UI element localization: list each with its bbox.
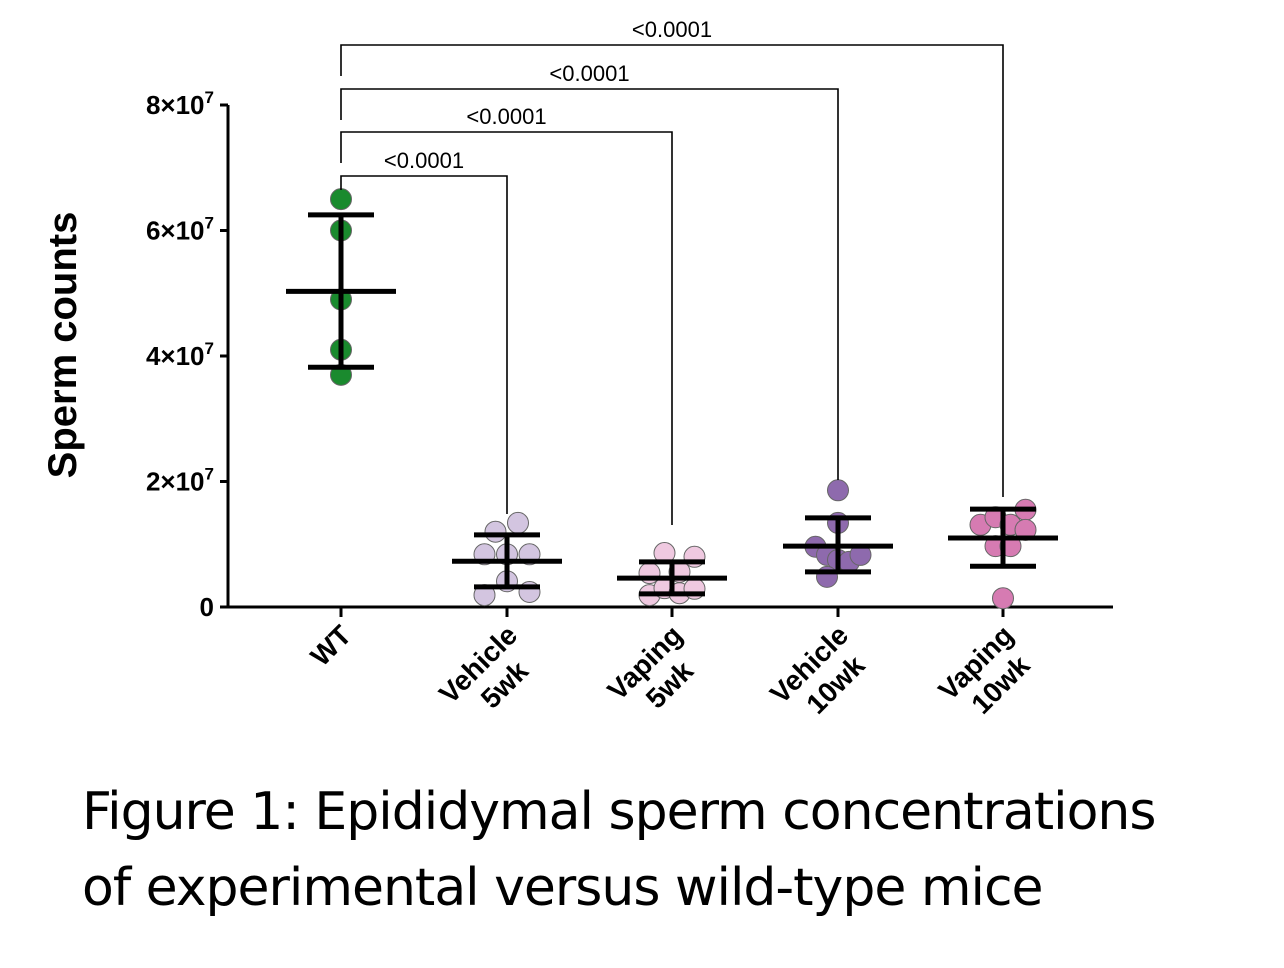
- y-tick-label: 8×107: [146, 88, 214, 120]
- y-tick-label: 6×107: [146, 214, 214, 246]
- p-value-label: <0.0001: [466, 104, 546, 129]
- significance-bracket: [340, 44, 1004, 497]
- y-tick-label: 0: [200, 592, 214, 622]
- p-value-label: <0.0001: [632, 17, 712, 42]
- figure-caption-line-1: Figure 1: Epididymal sperm concentration…: [82, 782, 1156, 842]
- p-value-label: <0.0001: [384, 148, 464, 173]
- data-point: [330, 188, 352, 211]
- significance-bracket: [340, 131, 673, 525]
- data-point: [827, 479, 849, 502]
- y-tick-label: 2×107: [146, 465, 214, 497]
- p-value-label: <0.0001: [549, 61, 629, 86]
- data-point: [992, 587, 1014, 610]
- x-tick-label-line1: WT: [305, 619, 358, 672]
- significance-bracket: [340, 88, 839, 480]
- y-axis-title: Sperm counts: [41, 212, 85, 479]
- data-point: [484, 520, 507, 543]
- significance-bracket: [340, 175, 508, 514]
- figure-caption-line-2: of experimental versus wild-type mice: [82, 858, 1044, 918]
- data-point: [507, 511, 529, 534]
- y-tick-label: 4×107: [146, 339, 214, 371]
- x-tick-label-0: WT: [305, 619, 358, 672]
